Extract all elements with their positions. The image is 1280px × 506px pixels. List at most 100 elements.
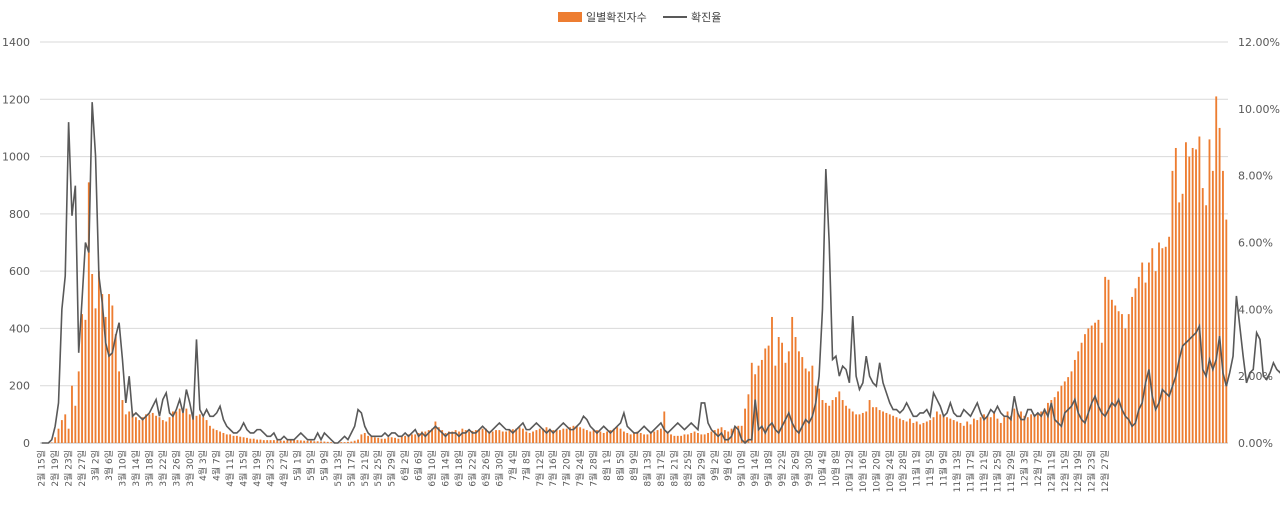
x-tick-label: 7월 4일 <box>507 450 519 481</box>
case-bar <box>1198 136 1201 443</box>
case-bar <box>434 421 437 443</box>
x-tick-label: 6월 18일 <box>453 450 465 487</box>
case-bar <box>828 405 831 443</box>
case-bar <box>895 417 898 443</box>
case-bar <box>225 434 228 443</box>
case-bar <box>1201 188 1204 443</box>
x-tick-label: 11월 21일 <box>978 450 990 492</box>
case-bar <box>202 417 205 443</box>
case-bar <box>606 431 608 443</box>
case-bar <box>1168 236 1171 443</box>
x-tick-label: 5월 17일 <box>345 450 357 487</box>
case-bar <box>845 405 847 443</box>
x-tick-label: 5월 25일 <box>372 450 384 487</box>
case-bar <box>343 442 346 443</box>
case-bar <box>81 314 83 443</box>
case-bar <box>949 418 952 443</box>
case-bar <box>256 439 258 443</box>
x-tick-label: 12월 15일 <box>1059 450 1071 492</box>
case-bar <box>461 428 464 443</box>
legend: 일별확진자수 확진율 <box>558 10 721 24</box>
case-bar <box>1077 351 1080 443</box>
case-bar <box>848 408 851 443</box>
case-bar <box>64 414 67 443</box>
case-bar <box>528 432 531 443</box>
case-bar <box>592 430 595 443</box>
x-tick-label: 7월 16일 <box>547 450 559 487</box>
case-bar <box>888 414 891 443</box>
x-tick-label: 7월 12일 <box>534 450 546 487</box>
x-tick-label: 3월 30일 <box>184 450 196 487</box>
case-bar <box>471 430 474 443</box>
x-tick-label: 11월 17일 <box>965 450 977 492</box>
case-bar <box>609 430 612 443</box>
case-bar <box>797 351 800 443</box>
case-bar <box>996 418 999 443</box>
x-tick-label: 5월 5일 <box>305 450 317 481</box>
case-bar <box>885 412 888 443</box>
case-bar <box>656 430 659 443</box>
case-bar <box>760 359 763 443</box>
case-bar <box>824 402 827 443</box>
case-bar <box>784 362 787 443</box>
x-tick-label: 12월 27일 <box>1099 450 1111 492</box>
case-bar <box>1104 276 1107 443</box>
case-bar <box>734 427 736 443</box>
case-bar <box>602 432 605 443</box>
case-bar <box>165 421 168 443</box>
x-tick-label: 2월 15일 <box>36 450 48 487</box>
case-bar <box>205 420 208 443</box>
case-bar <box>262 440 265 443</box>
x-tick-label: 3월 18일 <box>143 450 155 487</box>
case-bar <box>548 428 551 443</box>
case-bar <box>818 388 821 443</box>
case-bar <box>501 431 504 443</box>
case-bar <box>377 437 380 443</box>
case-bar <box>384 438 386 443</box>
case-bar <box>488 431 491 443</box>
case-bar <box>1050 400 1053 443</box>
case-bar <box>1107 279 1110 443</box>
x-tick-label: 10월 24일 <box>884 450 896 492</box>
x-tick-label: 9월 14일 <box>749 450 761 487</box>
case-bar <box>781 342 783 443</box>
case-bar <box>626 432 629 443</box>
case-bar <box>340 442 343 443</box>
case-bar <box>532 431 534 443</box>
case-bar <box>316 441 319 443</box>
x-tick-label: 4월 3일 <box>197 450 209 481</box>
case-bar <box>84 319 87 443</box>
case-bar <box>1211 170 1214 443</box>
case-bar <box>585 430 588 443</box>
case-bar <box>841 400 844 443</box>
case-bar <box>111 305 114 443</box>
left-y-tick-label: 800 <box>9 208 30 221</box>
case-bar <box>1087 328 1090 443</box>
case-bar <box>1047 402 1049 443</box>
case-bar <box>283 440 285 443</box>
case-bar <box>1036 412 1039 443</box>
case-bar <box>966 421 969 443</box>
x-tick-label: 4월 15일 <box>238 450 250 487</box>
case-bar <box>1110 299 1113 443</box>
case-bar <box>1040 411 1043 443</box>
case-bar <box>582 428 585 443</box>
case-bar <box>155 415 158 443</box>
x-tick-label: 10월 16일 <box>857 450 869 492</box>
case-bar <box>407 434 410 443</box>
case-bar <box>882 411 884 443</box>
case-bar <box>1205 205 1208 443</box>
x-tick-label: 6월 6일 <box>413 450 425 481</box>
case-bar <box>861 412 864 443</box>
case-bar <box>801 357 804 443</box>
case-bar <box>306 440 309 443</box>
case-bar <box>215 430 218 443</box>
case-bar <box>161 420 164 443</box>
case-bar <box>437 427 440 443</box>
right-y-tick-label: 10.00% <box>1238 103 1280 116</box>
case-bar <box>276 440 279 443</box>
case-bar <box>468 431 471 443</box>
case-bar <box>872 407 874 443</box>
x-tick-label: 4월 19일 <box>251 450 263 487</box>
case-bar <box>909 418 911 443</box>
